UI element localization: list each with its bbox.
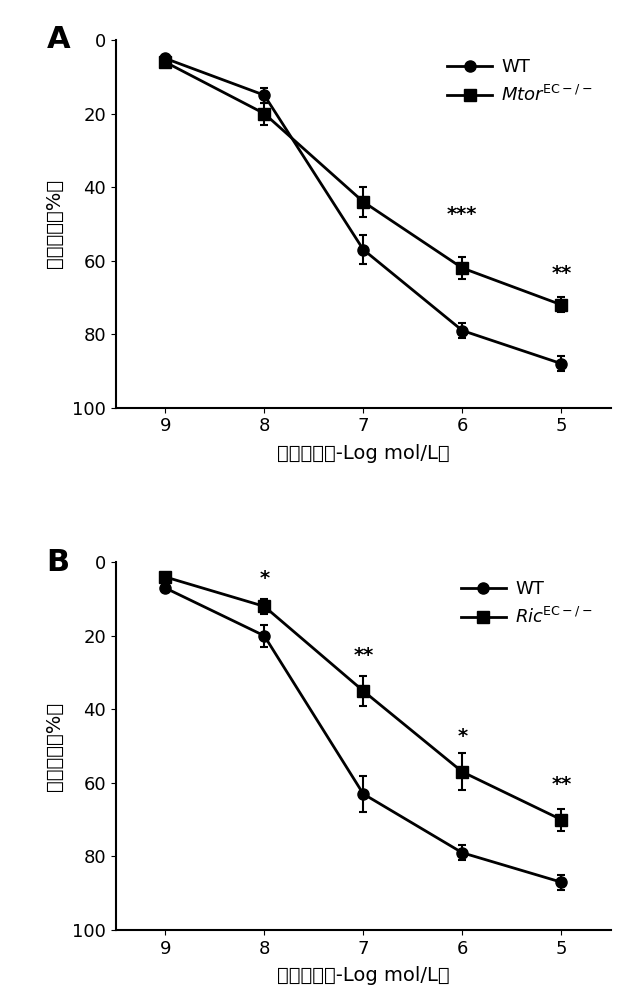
Y-axis label: 血管舒张（%）: 血管舒张（%） bbox=[45, 702, 64, 791]
Text: **: ** bbox=[551, 264, 572, 283]
Text: B: B bbox=[46, 548, 69, 577]
Text: **: ** bbox=[353, 646, 374, 665]
Legend: WT, $\it{Ric}$$\mathregular{^{EC-/-}}$: WT, $\it{Ric}$$\mathregular{^{EC-/-}}$ bbox=[452, 571, 602, 636]
X-axis label: 乙酰胆碱（-Log mol/L）: 乙酰胆碱（-Log mol/L） bbox=[277, 444, 449, 463]
X-axis label: 乙酰胆碱（-Log mol/L）: 乙酰胆碱（-Log mol/L） bbox=[277, 966, 449, 985]
Text: **: ** bbox=[551, 775, 572, 794]
Text: *: * bbox=[259, 569, 269, 588]
Text: ***: *** bbox=[447, 205, 478, 224]
Y-axis label: 血管舒张（%）: 血管舒张（%） bbox=[45, 179, 64, 268]
Text: *: * bbox=[457, 727, 467, 746]
Text: A: A bbox=[46, 25, 70, 54]
Legend: WT, $\it{Mtor}$$\mathregular{^{EC-/-}}$: WT, $\it{Mtor}$$\mathregular{^{EC-/-}}$ bbox=[439, 49, 602, 114]
